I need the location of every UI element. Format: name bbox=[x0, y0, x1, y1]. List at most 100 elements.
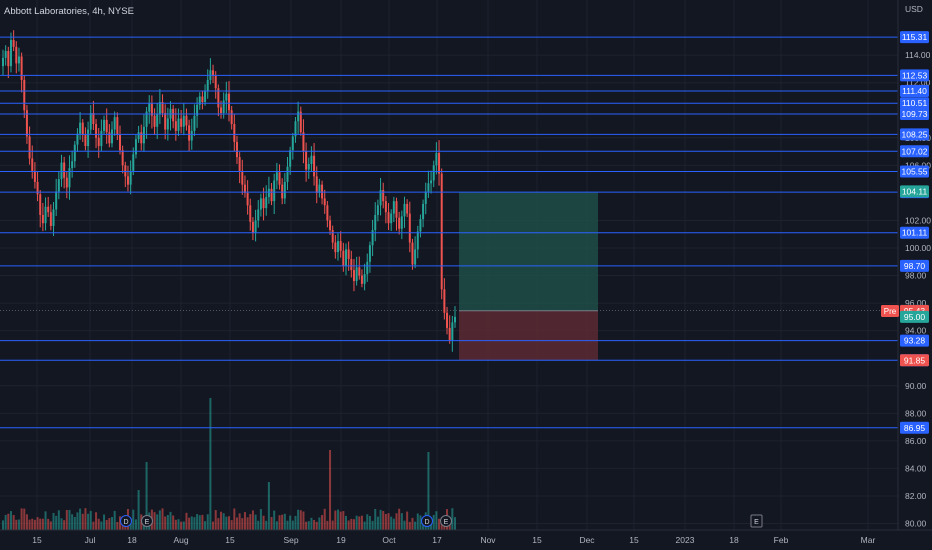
long-position-tool[interactable] bbox=[0, 192, 898, 361]
candle-body bbox=[360, 275, 363, 284]
volume-bar bbox=[36, 517, 39, 530]
candle-body bbox=[302, 132, 305, 152]
candle-body bbox=[416, 231, 419, 250]
level-price-tag bbox=[900, 97, 929, 110]
candle-body bbox=[23, 79, 26, 111]
candle-body bbox=[307, 163, 310, 170]
candle-body bbox=[398, 217, 401, 229]
candle-body bbox=[124, 165, 127, 177]
candle-body bbox=[2, 57, 4, 67]
candle-body bbox=[371, 230, 374, 246]
volume-bar bbox=[387, 513, 390, 530]
volume-bar bbox=[4, 514, 7, 530]
volume-bar bbox=[2, 520, 4, 530]
volume-bar bbox=[81, 513, 84, 530]
volume-bar bbox=[60, 518, 63, 530]
volume-bar bbox=[408, 521, 411, 530]
candle-body bbox=[238, 157, 241, 171]
level-price-tag-label: 108.25 bbox=[902, 129, 928, 139]
volume-bar bbox=[392, 518, 395, 530]
candle-body bbox=[382, 190, 385, 202]
volume-bar bbox=[249, 514, 252, 530]
volume-bar bbox=[355, 515, 358, 530]
price-tick-label: 114.00 bbox=[905, 50, 931, 60]
price-tick-label: 86.00 bbox=[905, 436, 927, 446]
volume-bar bbox=[182, 521, 185, 530]
candle-body bbox=[190, 130, 193, 141]
candle-body bbox=[448, 327, 451, 341]
volume-bar bbox=[257, 520, 260, 530]
level-price-tag bbox=[900, 421, 929, 434]
time-tick-label: 18 bbox=[729, 535, 739, 545]
candle-body bbox=[65, 177, 68, 188]
volume-bar bbox=[376, 516, 379, 530]
volume-bar bbox=[169, 511, 172, 530]
candle-body bbox=[395, 201, 398, 218]
candle-body bbox=[198, 96, 201, 105]
candle-body bbox=[246, 192, 249, 206]
candle-body bbox=[344, 249, 347, 266]
volume-bar bbox=[212, 521, 215, 530]
volume-bar bbox=[180, 521, 183, 530]
volume-bar bbox=[275, 521, 278, 530]
time-axis[interactable]: 15 Jul 18 Aug 15 Sep 19 Oct 17 Nov 15 Dec 15 2023 18 Fe… bbox=[32, 535, 875, 545]
volume-bar bbox=[334, 510, 337, 530]
volume-bar bbox=[217, 518, 220, 530]
level-price-tag-label: 115.31 bbox=[902, 32, 928, 42]
volume-bar bbox=[63, 520, 66, 530]
volume-bar bbox=[95, 512, 98, 530]
volume-bar bbox=[331, 520, 334, 530]
volume-bar bbox=[416, 513, 419, 530]
volume-bar bbox=[344, 515, 347, 530]
volume-bar bbox=[188, 517, 191, 530]
volume-bar bbox=[337, 509, 340, 530]
candle-body bbox=[15, 46, 18, 64]
candle-body bbox=[352, 270, 355, 282]
candle-body bbox=[150, 103, 153, 116]
volume-bar bbox=[451, 508, 454, 530]
candle-body bbox=[41, 214, 44, 224]
level-price-tag bbox=[900, 226, 929, 239]
candle-body bbox=[9, 39, 12, 67]
volume-bar bbox=[33, 519, 36, 530]
candle-body bbox=[446, 312, 449, 328]
position-target-zone bbox=[459, 192, 598, 311]
price-tick-label: 100.00 bbox=[905, 243, 931, 253]
premarket-badge-label: Pre bbox=[884, 307, 897, 316]
premarket-badge bbox=[881, 304, 899, 317]
candle-body bbox=[422, 203, 425, 220]
candle-body bbox=[294, 121, 297, 137]
position-stop-zone bbox=[459, 310, 598, 361]
candle-body bbox=[440, 173, 443, 290]
volume-bar bbox=[47, 518, 50, 530]
candle-body bbox=[443, 289, 446, 313]
volume-bar bbox=[89, 510, 92, 530]
candle-body bbox=[259, 198, 262, 210]
time-tick-label: Jul bbox=[85, 535, 96, 545]
volume-bar bbox=[360, 515, 363, 530]
candle-body bbox=[105, 119, 108, 133]
volume-bar bbox=[193, 517, 196, 530]
volume-bar bbox=[158, 510, 161, 530]
volume-bar bbox=[113, 510, 116, 530]
volume-bar bbox=[368, 515, 371, 530]
volume-bar bbox=[185, 512, 188, 530]
candle-body bbox=[142, 126, 145, 144]
volume-bar bbox=[137, 490, 140, 530]
level-price-tag bbox=[900, 107, 929, 120]
volume-bar bbox=[366, 514, 369, 530]
candle-body bbox=[400, 216, 403, 229]
candle-body bbox=[33, 170, 36, 182]
volume-bar bbox=[323, 508, 326, 530]
volume-bar bbox=[145, 462, 148, 530]
candle-body bbox=[286, 166, 289, 182]
candle-body bbox=[350, 259, 353, 271]
volume-bar bbox=[31, 518, 34, 530]
candle-body bbox=[408, 213, 411, 243]
horizontal-levels[interactable] bbox=[0, 36, 898, 429]
price-tick-label: 102.00 bbox=[905, 215, 931, 225]
level-price-tag-label: 111.40 bbox=[902, 86, 927, 96]
volume-bar bbox=[406, 511, 409, 530]
